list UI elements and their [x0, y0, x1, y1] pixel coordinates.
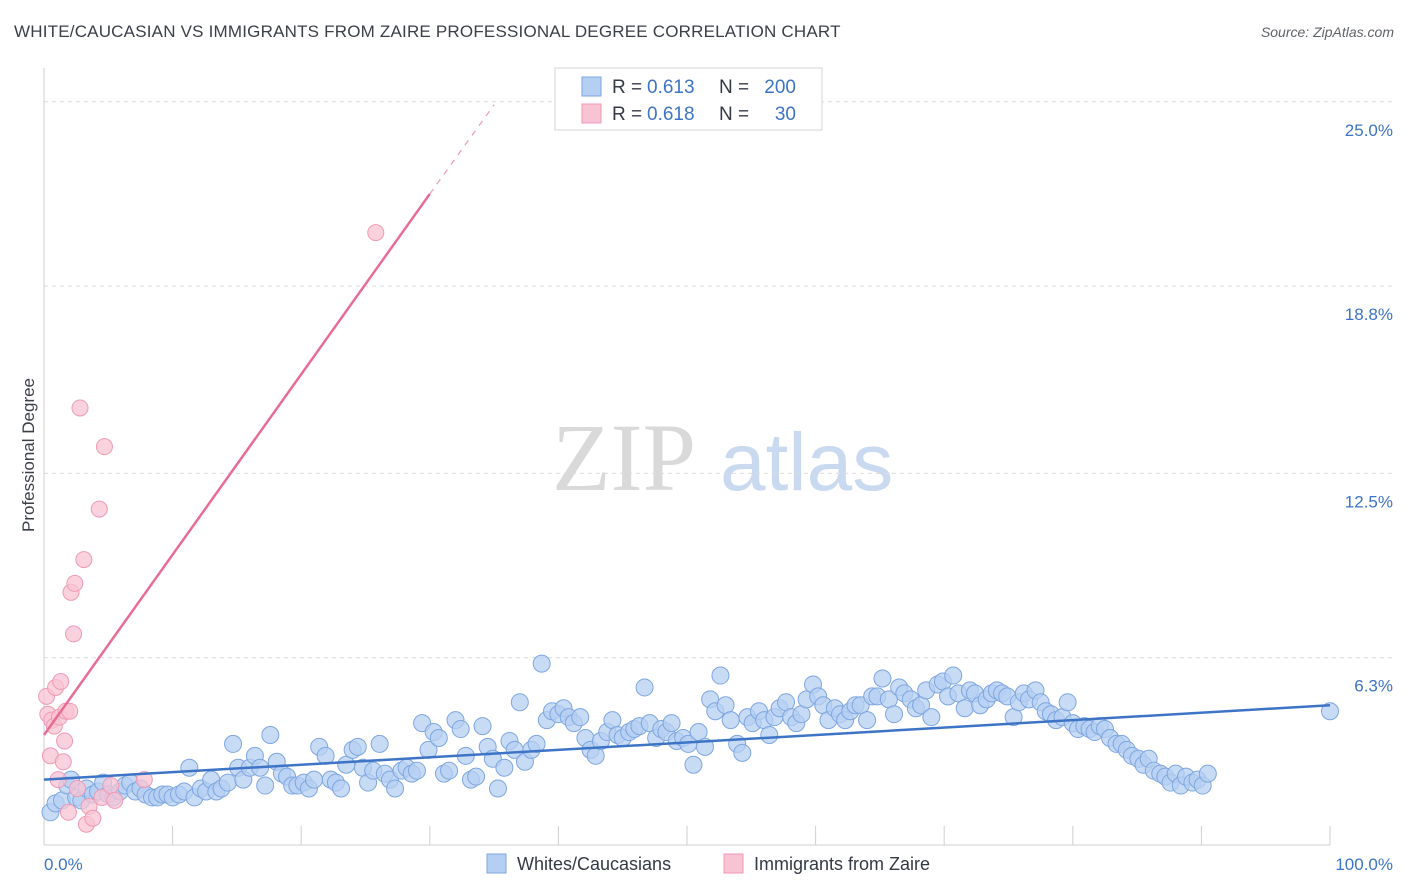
whites-point — [451, 720, 470, 739]
whites-point — [305, 770, 324, 789]
bottom-legend-swatch-whites — [486, 853, 507, 874]
zaire-point — [54, 753, 72, 771]
whites-point — [1321, 702, 1339, 721]
series-zaire-points — [38, 224, 385, 833]
zaire-point — [95, 438, 113, 456]
whites-point — [944, 666, 963, 685]
y-tick-label: 18.8% — [1345, 305, 1393, 324]
whites-point — [180, 758, 199, 777]
zaire-point — [90, 500, 108, 518]
bottom-legend-label-zaire: Immigrants from Zaire — [754, 854, 930, 874]
series-legend: Whites/Caucasians Immigrants from Zaire — [486, 853, 930, 874]
watermark-zip: ZIP — [552, 404, 696, 511]
chart-title: WHITE/CAUCASIAN VS IMMIGRANTS FROM ZAIRE… — [14, 22, 841, 41]
zaire-point — [102, 777, 120, 795]
zaire-point — [71, 399, 89, 417]
whites-point — [332, 779, 351, 798]
whites-point — [261, 726, 280, 745]
legend-n-label-whites: N = — [719, 77, 749, 98]
whites-point — [348, 737, 367, 756]
correlation-legend: R = 0.613 N = 200 R = 0.618 N = 30 — [554, 67, 823, 131]
y-tick-labels: 6.3% 12.5% 18.8% 25.0% — [1345, 121, 1393, 696]
grid-lines — [44, 101, 1394, 659]
whites-point — [733, 743, 752, 762]
series-whites-points — [41, 654, 1339, 822]
whites-point — [467, 767, 486, 786]
whites-point — [440, 761, 459, 780]
y-tick-label: 25.0% — [1345, 121, 1393, 140]
trend-line-whites — [43, 704, 1331, 781]
whites-point — [218, 773, 237, 792]
whites-point — [407, 761, 426, 780]
zaire-point — [367, 224, 385, 242]
whites-point — [256, 776, 275, 795]
chart-source: Source: ZipAtlas.com — [1260, 24, 1394, 40]
whites-point — [429, 728, 448, 747]
whites-point — [386, 779, 405, 798]
zaire-point — [52, 672, 70, 690]
y-tick-label: 6.3% — [1354, 677, 1393, 696]
whites-point — [527, 734, 546, 753]
whites-point — [510, 693, 529, 712]
legend-r-value-whites: 0.613 — [647, 77, 695, 98]
zaire-point — [59, 803, 77, 821]
legend-r-value-zaire: 0.618 — [647, 104, 695, 125]
legend-r-label-whites: R = — [612, 77, 642, 98]
x-tick-label: 0.0% — [44, 855, 83, 874]
zaire-point — [75, 551, 93, 569]
bottom-legend-swatch-zaire — [723, 853, 744, 874]
trend-line-zaire — [42, 193, 431, 736]
y-tick-label: 12.5% — [1345, 492, 1393, 511]
legend-n-label-zaire: N = — [719, 104, 749, 125]
whites-point — [495, 758, 514, 777]
whites-point — [662, 714, 681, 733]
x-tick-labels: 0.0% 100.0% — [44, 855, 1393, 874]
trend-lines — [42, 104, 1331, 781]
zaire-point — [84, 809, 102, 827]
legend-r-label-zaire: R = — [612, 104, 642, 125]
whites-point — [858, 711, 877, 730]
whites-point — [370, 734, 389, 753]
watermark-atlas: atlas — [720, 417, 893, 508]
legend-swatch-whites — [581, 76, 602, 97]
whites-point — [473, 717, 492, 736]
whites-point — [571, 708, 590, 727]
whites-point — [1058, 693, 1077, 712]
whites-point — [684, 755, 703, 774]
y-axis-label: Professional Degree — [19, 378, 38, 532]
zaire-point — [66, 574, 84, 592]
whites-point — [1198, 764, 1217, 783]
whites-point — [760, 726, 779, 745]
whites-point — [922, 708, 941, 727]
whites-point — [488, 779, 507, 798]
trend-line-zaire-extension — [429, 104, 495, 195]
whites-point — [711, 666, 730, 685]
bottom-legend-label-whites: Whites/Caucasians — [517, 854, 671, 874]
zaire-point — [56, 732, 74, 750]
whites-point — [955, 699, 974, 718]
zaire-point — [135, 771, 153, 789]
whites-point — [635, 678, 654, 697]
whites-point — [224, 734, 243, 753]
legend-n-value-zaire: 30 — [775, 104, 796, 125]
legend-n-value-whites: 200 — [764, 77, 796, 98]
whites-point — [532, 654, 551, 673]
zaire-point — [68, 780, 86, 798]
whites-point — [721, 711, 740, 730]
whites-point — [885, 705, 904, 724]
x-tick-label: 100.0% — [1335, 855, 1393, 874]
zaire-point — [65, 625, 83, 643]
whites-point — [873, 669, 892, 688]
zaire-point — [106, 791, 124, 809]
legend-swatch-zaire — [581, 103, 602, 124]
